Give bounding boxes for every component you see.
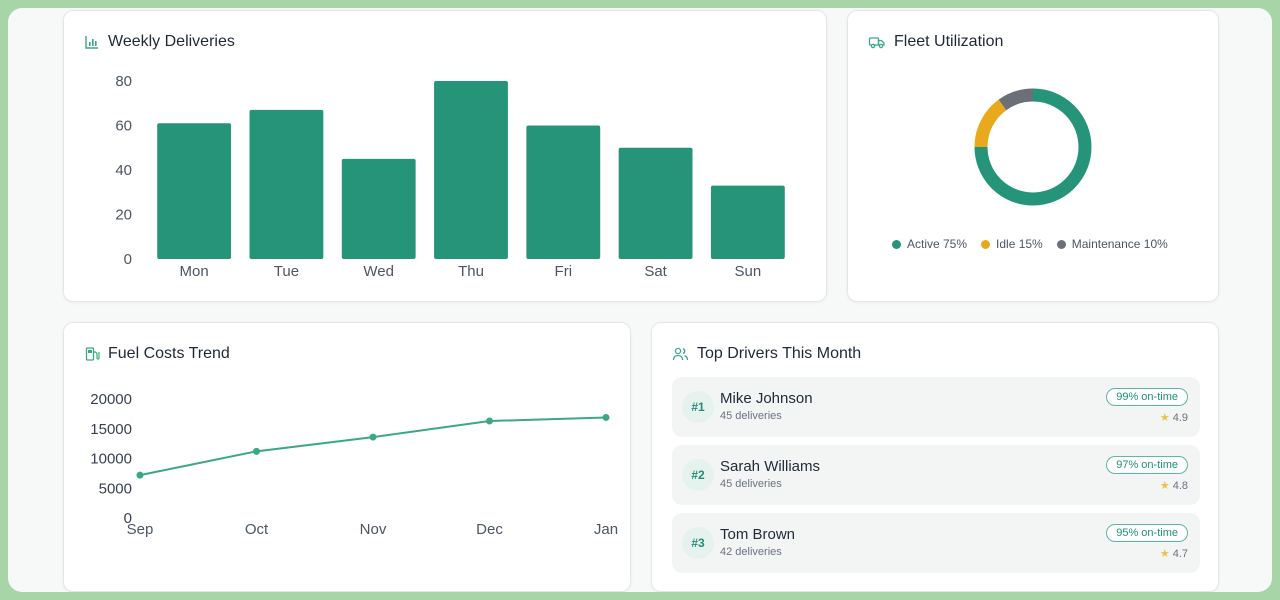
x-tick-label: Dec [476,521,503,538]
rating-value: 4.7 [1172,547,1188,560]
fleet-utilization-card: Fleet Utilization Active 75% Idle 15% Ma… [847,10,1219,302]
fuel-costs-card: Fuel Costs Trend 0 5000 10000 15000 20000 Sep… [63,322,631,592]
driver-deliveries: 45 deliveries [720,478,782,490]
donut-slice-idle [974,99,1007,148]
top-drivers-title: Top Drivers This Month [697,345,862,362]
bar [157,123,232,260]
y-tick-label: 5000 [99,480,132,497]
donut-slice-active [974,88,1092,206]
rating-value: 4.8 [1172,479,1188,492]
x-tick-label: Jan [594,521,618,538]
legend-dot-idle [981,239,991,249]
fleet-legend: Active 75% Idle 15% Maintenance 10% [892,237,1168,251]
ontime-badge: 97% on-time [1106,456,1188,474]
donut-slice-maintenance [998,88,1034,111]
legend-item-active: Active 75% [892,237,967,251]
bar [249,109,324,259]
bar [618,147,693,259]
driver-rank: #3 [682,527,714,559]
legend-dot-maintenance [1056,239,1066,249]
x-tick-label: Oct [245,521,269,538]
weekly-deliveries-title: Weekly Deliveries [108,33,235,50]
y-tick-label: 80 [115,73,132,90]
driver-row[interactable]: #3 Tom Brown 42 deliveries 95% on-time ★… [672,513,1200,573]
star-icon: ★ [1159,412,1170,424]
star-icon: ★ [1159,548,1170,560]
driver-name: Tom Brown [720,526,796,543]
y-tick-label: 0 [124,510,132,527]
top-drivers-card: Top Drivers This Month #1 Mike Johnson 4… [651,322,1219,592]
legend-label-maintenance: Maintenance 10% [1071,237,1168,251]
data-point [136,471,144,479]
y-tick-label: 20 [115,207,132,224]
x-tick-label: Nov [360,521,387,538]
driver-rating: ★ 4.7 [1159,547,1188,561]
driver-row[interactable]: #1 Mike Johnson 45 deliveries 99% on-tim… [672,377,1200,437]
fuel-costs-chart: 0 5000 10000 15000 20000 Sep Oct Nov Dec Jan [90,391,618,538]
bar [710,185,785,259]
rating-value: 4.9 [1172,411,1188,424]
weekly-deliveries-card: Weekly Deliveries 0 20 40 60 80 Mon Tue Wed Thu F… [63,10,827,302]
driver-rank: #2 [682,459,714,491]
data-point [253,447,260,455]
driver-row[interactable]: #2 Sarah Williams 45 deliveries 97% on-t… [672,445,1200,505]
bar [341,158,416,259]
fleet-utilization-title: Fleet Utilization [894,33,1004,50]
bar-chart-icon [84,34,100,50]
x-tick-label: Mon [180,263,209,280]
driver-deliveries: 45 deliveries [720,410,782,422]
x-tick-label: Thu [458,263,484,280]
y-tick-label: 10000 [90,451,132,468]
y-tick-label: 60 [115,118,132,135]
driver-name: Sarah Williams [720,458,821,475]
top-drivers-header: Top Drivers This Month [672,345,861,363]
y-tick-label: 0 [124,251,132,268]
data-point [486,417,493,425]
x-tick-label: Wed [363,263,394,280]
driver-name: Mike Johnson [720,390,813,407]
x-tick-label: Tue [274,263,299,280]
fuel-cost-line [139,416,607,477]
legend-dot-active [892,239,901,249]
weekly-deliveries-chart: 0 20 40 60 80 Mon Tue Wed Thu Fri Sat Sun [115,73,785,280]
x-tick-label: Sep [127,521,154,538]
users-icon [672,346,689,362]
x-tick-label: Fri [555,263,573,280]
driver-rank: #1 [682,391,714,423]
legend-label-active: Active 75% [907,237,968,251]
x-tick-label: Sun [735,263,762,280]
bar [434,81,508,259]
fuel-costs-header: Fuel Costs Trend [84,345,230,363]
legend-label-idle: Idle 15% [996,237,1043,251]
driver-rating: ★ 4.8 [1159,479,1188,493]
driver-deliveries: 42 deliveries [720,546,782,558]
driver-rating: ★ 4.9 [1159,411,1188,425]
legend-item-maintenance: Maintenance 10% [1056,237,1168,251]
y-tick-label: 15000 [90,421,132,438]
y-tick-label: 40 [115,162,132,179]
truck-icon [868,34,886,50]
fuel-pump-icon [84,346,100,362]
star-icon: ★ [1159,480,1170,492]
weekly-deliveries-header: Weekly Deliveries [84,33,235,51]
legend-item-idle: Idle 15% [981,237,1043,251]
ontime-badge: 95% on-time [1106,524,1188,542]
dashboard: Weekly Deliveries 0 20 40 60 80 Mon Tue Wed Thu F… [8,8,1272,592]
data-point [602,413,610,421]
bar [526,125,601,259]
ontime-badge: 99% on-time [1106,388,1188,406]
y-tick-label: 20000 [90,391,132,408]
fleet-utilization-chart [974,88,1092,206]
x-tick-label: Sat [644,263,667,280]
fleet-utilization-header: Fleet Utilization [868,33,1003,51]
data-point [369,433,377,441]
fuel-costs-title: Fuel Costs Trend [108,345,230,362]
